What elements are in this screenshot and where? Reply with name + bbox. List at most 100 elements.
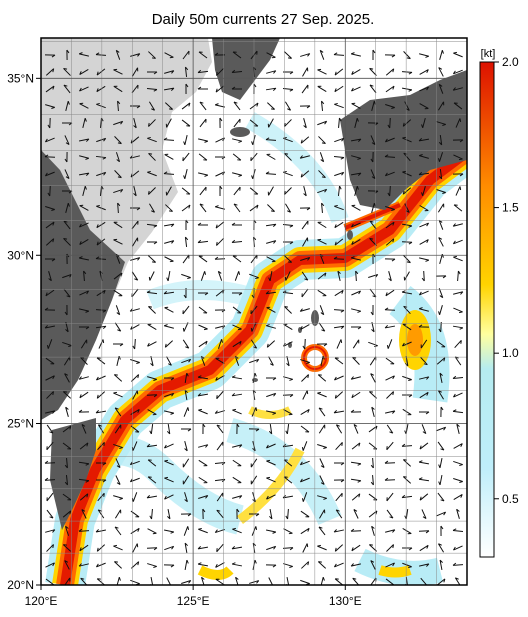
arrow [113, 221, 123, 229]
arrow [402, 375, 412, 382]
arrow [44, 307, 56, 311]
arrow [131, 271, 139, 281]
arrow [386, 391, 395, 399]
arrow [198, 306, 208, 314]
arrow [113, 272, 123, 280]
arrow [46, 544, 54, 552]
arrow [182, 50, 190, 60]
arrow [456, 423, 460, 434]
arrow [98, 339, 105, 349]
arrow [62, 391, 72, 399]
arrow [44, 54, 56, 58]
arrow [456, 508, 460, 519]
arrow [232, 153, 242, 161]
arrow [182, 339, 190, 349]
arrow [438, 458, 443, 469]
arrow [197, 562, 209, 567]
arrow [333, 410, 345, 414]
arrow [455, 118, 462, 128]
arrow [116, 577, 121, 585]
arrow [197, 393, 209, 397]
arrow [214, 528, 225, 534]
arrow [165, 204, 173, 212]
arrow [283, 409, 293, 416]
arrow [132, 543, 139, 553]
arrow [164, 392, 175, 398]
arrow [132, 338, 136, 350]
arrow [48, 271, 52, 282]
arrow [440, 525, 444, 537]
arrow [284, 271, 291, 281]
arrow [403, 271, 410, 281]
arrow [419, 154, 429, 159]
arrow [114, 424, 122, 434]
arrow [386, 339, 393, 349]
arrow [130, 257, 141, 261]
arrow [96, 289, 106, 297]
arrow [453, 307, 463, 314]
arrow [453, 154, 463, 161]
arrow [452, 325, 464, 330]
arrow [267, 186, 274, 196]
arrow [384, 137, 395, 143]
arrow [301, 220, 309, 230]
arrow [131, 220, 139, 230]
arrow [402, 562, 412, 569]
arrow [439, 50, 444, 60]
arrow [285, 508, 289, 520]
arrow [216, 424, 224, 434]
arrow [95, 375, 106, 381]
arrow [318, 407, 326, 417]
arrow [385, 410, 396, 414]
arrow [163, 564, 175, 568]
arrow [115, 475, 121, 485]
arrow [233, 203, 241, 213]
arrow [266, 70, 277, 74]
arrow [232, 527, 242, 534]
arrow [148, 271, 155, 281]
arrow [81, 423, 87, 434]
arrow [115, 305, 121, 316]
arrow [147, 323, 157, 330]
arrow [370, 474, 374, 486]
arrow [384, 325, 396, 329]
arrow [266, 340, 276, 348]
arrow [63, 84, 71, 94]
arrow [45, 410, 56, 414]
arrow [320, 355, 325, 366]
arrow [236, 508, 240, 520]
arrow [452, 173, 464, 177]
arrow [148, 101, 156, 111]
arrow [266, 306, 276, 313]
arrow [386, 544, 395, 552]
arrow [231, 562, 243, 567]
arrow [46, 509, 54, 519]
arrow [439, 254, 444, 264]
arrow [266, 153, 276, 160]
arrow [369, 288, 377, 298]
arrow [79, 544, 89, 552]
lat-tick-label: 20°N [7, 578, 34, 592]
arrow [197, 292, 209, 296]
arrow [65, 322, 69, 333]
arrow [44, 325, 55, 329]
arrow [199, 118, 207, 128]
arrow [385, 289, 395, 297]
arrow [266, 545, 277, 551]
arrow [419, 391, 429, 399]
arrow [452, 69, 463, 75]
arrow [438, 474, 443, 486]
arrow [353, 423, 359, 434]
arrow [236, 423, 240, 435]
arrow [147, 376, 157, 381]
arrow [147, 409, 157, 416]
arrow [95, 462, 107, 466]
arrow [78, 376, 89, 380]
arrow [165, 186, 172, 196]
arrow [232, 444, 243, 448]
arrow [440, 406, 444, 418]
arrow [385, 104, 395, 109]
arrow [283, 459, 293, 467]
arrow [300, 425, 310, 433]
arrow [350, 52, 361, 57]
